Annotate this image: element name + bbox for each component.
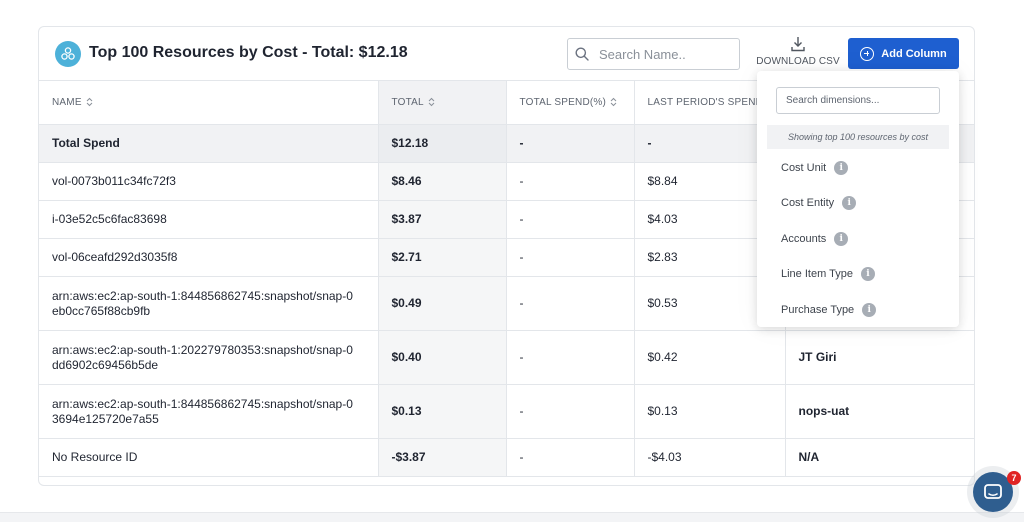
cell-total-spend-pct: - bbox=[505, 200, 634, 239]
cell-name: arn:aws:ec2:ap-south-1:202279780353:snap… bbox=[39, 330, 378, 385]
dropdown-note: Showing top 100 resources by cost bbox=[767, 125, 949, 149]
cell-total: $12.18 bbox=[377, 124, 506, 163]
info-icon[interactable]: i bbox=[834, 232, 849, 246]
resources-table: NAME TOTAL TOTAL SPEND(%) LAST PERIOD'S … bbox=[39, 80, 974, 477]
cell-name: No Resource ID bbox=[39, 438, 378, 477]
info-icon[interactable]: i bbox=[842, 196, 857, 210]
card-header: Top 100 Resources by Cost - Total: $12.1… bbox=[39, 27, 974, 80]
info-icon[interactable]: i bbox=[860, 267, 875, 281]
add-column-label: Add Column bbox=[881, 47, 947, 60]
cell-total: $0.40 bbox=[377, 330, 506, 385]
table-row: No Resource ID -$3.87 - -$4.03 N/A bbox=[39, 438, 974, 477]
column-header-name[interactable]: NAME bbox=[39, 80, 378, 125]
cell-total-spend-pct: - bbox=[505, 162, 634, 201]
cell-last-period-spend: -$4.03 bbox=[633, 438, 785, 477]
chat-notification-badge: 7 bbox=[1007, 471, 1021, 485]
sort-icon[interactable] bbox=[610, 97, 617, 107]
cell-total-spend-pct: - bbox=[505, 238, 634, 277]
plus-circle-icon bbox=[860, 46, 875, 61]
dimension-item-label: Cost Unit bbox=[781, 162, 827, 174]
page-footer-band bbox=[0, 512, 1024, 522]
chat-launcher-button[interactable] bbox=[973, 472, 1013, 512]
cell-total-spend-pct: - bbox=[505, 276, 634, 331]
cell-last-period-spend: $0.13 bbox=[633, 384, 785, 439]
dimension-item-cost-unit[interactable]: Cost Unit i bbox=[781, 161, 849, 175]
download-csv-label: DOWNLOAD CSV bbox=[756, 56, 840, 67]
cell-total: -$3.87 bbox=[377, 438, 506, 477]
cell-total: $3.87 bbox=[377, 200, 506, 239]
dimension-item-purchase-type[interactable]: Purchase Type i bbox=[781, 303, 877, 317]
dimension-item-label: Cost Entity bbox=[781, 197, 835, 209]
dimension-search-input[interactable] bbox=[776, 87, 940, 114]
cell-name: Total Spend bbox=[39, 124, 378, 163]
cell-name: arn:aws:ec2:ap-south-1:844856862745:snap… bbox=[39, 384, 378, 439]
dimension-item-label: Purchase Type bbox=[781, 304, 855, 316]
cell-name: vol-06ceafd292d3035f8 bbox=[39, 238, 378, 277]
cell-total-spend-pct: - bbox=[505, 384, 634, 439]
cell-total-spend-pct: - bbox=[505, 438, 634, 477]
download-icon bbox=[791, 37, 805, 52]
name-search-box[interactable] bbox=[567, 38, 740, 70]
dimension-item-label: Line Item Type bbox=[781, 268, 853, 280]
chat-icon bbox=[984, 484, 1002, 499]
dimension-item-label: Accounts bbox=[781, 233, 827, 245]
download-csv-button[interactable]: DOWNLOAD CSV bbox=[753, 36, 843, 72]
cell-total: $0.13 bbox=[377, 384, 506, 439]
info-icon[interactable]: i bbox=[834, 161, 849, 175]
cell-extra: JT Giri bbox=[784, 330, 974, 385]
add-column-button[interactable]: Add Column bbox=[848, 38, 959, 69]
column-header-total[interactable]: TOTAL bbox=[377, 80, 506, 125]
cell-extra: nops-uat bbox=[784, 384, 974, 439]
cell-total: $2.71 bbox=[377, 238, 506, 277]
dimension-item-accounts[interactable]: Accounts i bbox=[781, 232, 849, 246]
cell-total: $8.46 bbox=[377, 162, 506, 201]
add-column-dropdown: Showing top 100 resources by cost Cost U… bbox=[757, 71, 959, 327]
sort-icon[interactable] bbox=[428, 97, 435, 107]
page-title: Top 100 Resources by Cost - Total: $12.1… bbox=[89, 44, 408, 61]
cell-name: arn:aws:ec2:ap-south-1:844856862745:snap… bbox=[39, 276, 378, 331]
dimension-item-cost-entity[interactable]: Cost Entity i bbox=[781, 196, 857, 210]
cell-name: vol-0073b011c34fc72f3 bbox=[39, 162, 378, 201]
cell-name: i-03e52c5c6fac83698 bbox=[39, 200, 378, 239]
nodes-logo-icon bbox=[55, 41, 81, 67]
cell-total-spend-pct: - bbox=[505, 330, 634, 385]
dimension-item-line-item-type[interactable]: Line Item Type i bbox=[781, 267, 875, 281]
name-search-input[interactable] bbox=[599, 46, 729, 62]
search-icon bbox=[575, 47, 589, 61]
sort-icon[interactable] bbox=[86, 97, 93, 107]
cell-total: $0.49 bbox=[377, 276, 506, 331]
info-icon[interactable]: i bbox=[862, 303, 877, 317]
cell-total-spend-pct: - bbox=[505, 124, 634, 163]
cell-last-period-spend: $0.42 bbox=[633, 330, 785, 385]
table-row: arn:aws:ec2:ap-south-1:844856862745:snap… bbox=[39, 384, 974, 439]
table-row: arn:aws:ec2:ap-south-1:202279780353:snap… bbox=[39, 330, 974, 385]
cell-extra: N/A bbox=[784, 438, 974, 477]
column-header-total-spend-pct[interactable]: TOTAL SPEND(%) bbox=[505, 80, 634, 125]
